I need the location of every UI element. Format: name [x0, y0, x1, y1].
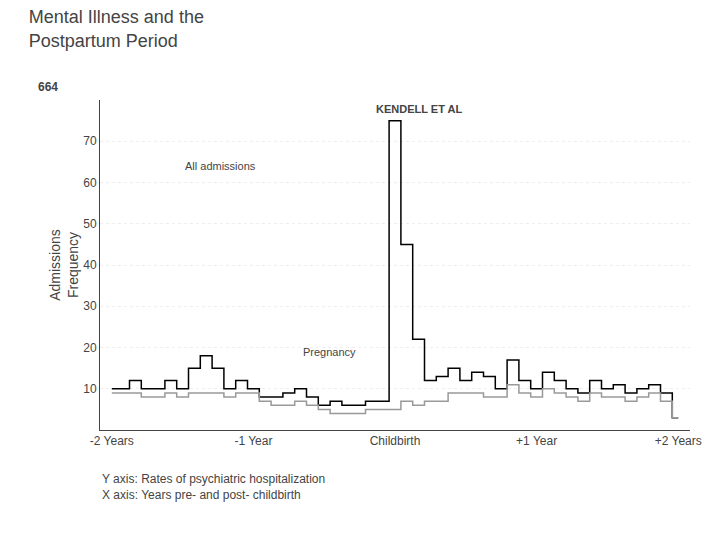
- svg-text:All admissions: All admissions: [185, 160, 256, 172]
- svg-text:-2 Years: -2 Years: [90, 434, 134, 448]
- svg-text:10: 10: [83, 382, 97, 396]
- svg-text:Pregnancy: Pregnancy: [303, 346, 356, 358]
- svg-text:20: 20: [83, 341, 97, 355]
- svg-text:Y axis: Rates of psychiatric h: Y axis: Rates of psychiatric hospitaliza…: [102, 472, 325, 502]
- svg-text:70: 70: [83, 134, 97, 148]
- svg-text:AdmissionsFrequency: AdmissionsFrequency: [47, 229, 81, 301]
- svg-text:60: 60: [83, 176, 97, 190]
- svg-text:40: 40: [83, 258, 97, 272]
- svg-text:+2 Years: +2 Years: [655, 434, 702, 448]
- svg-text:+1 Year: +1 Year: [516, 434, 557, 448]
- svg-text:30: 30: [83, 299, 97, 313]
- svg-text:Childbirth: Childbirth: [370, 434, 421, 448]
- svg-text:50: 50: [83, 217, 97, 231]
- svg-text:664: 664: [38, 80, 58, 94]
- svg-text:-1 Year: -1 Year: [234, 434, 272, 448]
- svg-text:Mental Illness and thePostpart: Mental Illness and thePostpartum Period: [29, 7, 204, 50]
- svg-text:KENDELL ET AL: KENDELL ET AL: [376, 103, 462, 115]
